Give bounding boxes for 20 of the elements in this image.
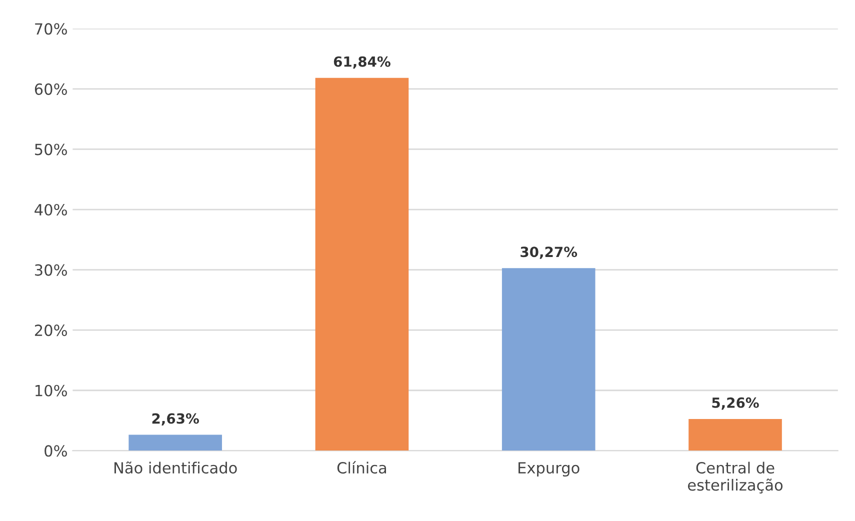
bar — [502, 268, 596, 451]
data-label: 61,84% — [334, 56, 390, 69]
y-tick-label: 30% — [35, 264, 67, 276]
y-tick-label: 0% — [44, 445, 67, 457]
x-tick-label: Expurgo — [518, 462, 580, 477]
data-label: 30,27% — [520, 246, 578, 259]
x-tick-label: Central de esterilização — [688, 462, 783, 494]
bar — [688, 418, 782, 451]
data-label: 2,63% — [152, 413, 199, 426]
bar — [315, 78, 409, 451]
y-tick-label: 60% — [34, 83, 67, 95]
bar — [128, 434, 222, 451]
y-tick-label: 50% — [35, 144, 67, 156]
x-tick-label: Clínica — [337, 461, 386, 474]
y-tick-label: 20% — [34, 324, 67, 336]
y-tick-label: 40% — [34, 204, 67, 216]
y-tick-label: 70% — [35, 23, 67, 35]
y-tick-label: 10% — [36, 384, 67, 396]
data-label: 5,26% — [712, 397, 759, 410]
x-tick-label: Não identificado — [114, 462, 237, 474]
